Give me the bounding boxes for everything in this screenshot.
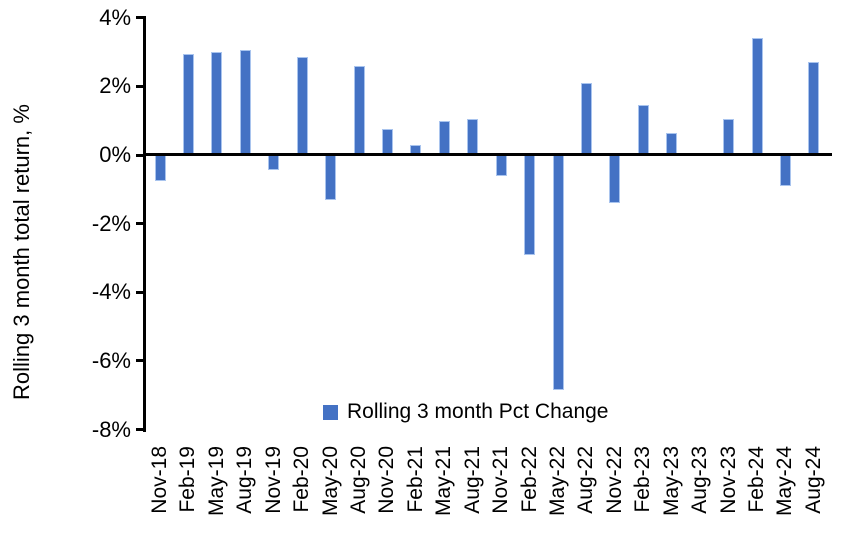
x-tick-label: Aug-20 (347, 446, 370, 514)
bar (381, 129, 393, 155)
bar (182, 53, 194, 155)
x-tick-label: May-21 (432, 446, 456, 517)
bar (580, 82, 592, 155)
x-tick-label: May-19 (204, 446, 228, 517)
x-tick-label: Feb-22 (517, 446, 541, 513)
y-tick-mark (136, 290, 146, 294)
x-tick-label: Aug-19 (233, 446, 257, 514)
y-tick-label: 0% (99, 142, 131, 167)
y-tick-mark (136, 222, 146, 226)
x-tick-label: Aug-24 (801, 446, 825, 514)
x-tick-label: Nov-23 (716, 446, 740, 514)
y-tick-mark (136, 84, 146, 88)
x-tick-label: Nov-20 (375, 446, 399, 514)
x-axis-zero-line (146, 153, 832, 156)
bar (211, 52, 223, 155)
x-tick-label: Aug-23 (688, 446, 712, 514)
bar (524, 155, 536, 255)
bar (808, 62, 820, 155)
x-tick-label: Nov-22 (602, 446, 626, 514)
bar (495, 155, 507, 176)
x-tick-label: May-22 (546, 446, 570, 517)
y-tick-mark (136, 428, 146, 432)
legend-label: Rolling 3 month Pct Change (347, 400, 609, 423)
x-tick-label: Nov-18 (148, 446, 171, 514)
x-tick-label: May-20 (318, 446, 342, 517)
bar (723, 118, 735, 155)
y-tick-label: -4% (91, 279, 131, 305)
bar (779, 155, 791, 186)
x-tick-label: Aug-22 (574, 446, 598, 514)
bar (637, 105, 649, 155)
legend: Rolling 3 month Pct Change (323, 400, 609, 424)
bar (751, 38, 763, 155)
x-tick-label: Nov-21 (489, 446, 513, 514)
bar (325, 155, 337, 200)
bar (154, 155, 166, 181)
y-tick-mark (136, 153, 146, 157)
bar (467, 118, 479, 155)
x-tick-label: Nov-19 (261, 446, 285, 514)
y-tick-label: 4% (99, 4, 131, 30)
bar (296, 57, 308, 155)
x-tick-label: Feb-19 (176, 446, 200, 513)
y-tick-label: -8% (91, 416, 131, 442)
x-tick-label: May-23 (659, 446, 683, 517)
x-tick-label: Aug-21 (460, 446, 484, 514)
y-tick-label: -2% (91, 210, 131, 236)
bar (666, 132, 678, 155)
bar (268, 155, 280, 171)
y-tick-label: 2% (99, 73, 131, 99)
bar (552, 155, 564, 391)
y-tick-label: -6% (91, 347, 131, 373)
bar (438, 120, 450, 155)
x-tick-label: Feb-23 (631, 446, 655, 513)
legend-swatch-icon (323, 404, 338, 420)
x-tick-label: Feb-21 (403, 446, 427, 513)
x-tick-label: May-24 (773, 446, 797, 517)
x-tick-label: Feb-20 (290, 446, 314, 513)
y-tick-mark (136, 359, 146, 363)
bar (239, 50, 251, 155)
x-tick-label: Feb-24 (745, 446, 769, 513)
bar (609, 155, 621, 204)
bar (353, 65, 365, 155)
y-axis-title: Rolling 3 month total return, % (9, 104, 34, 400)
y-tick-mark (136, 16, 146, 20)
